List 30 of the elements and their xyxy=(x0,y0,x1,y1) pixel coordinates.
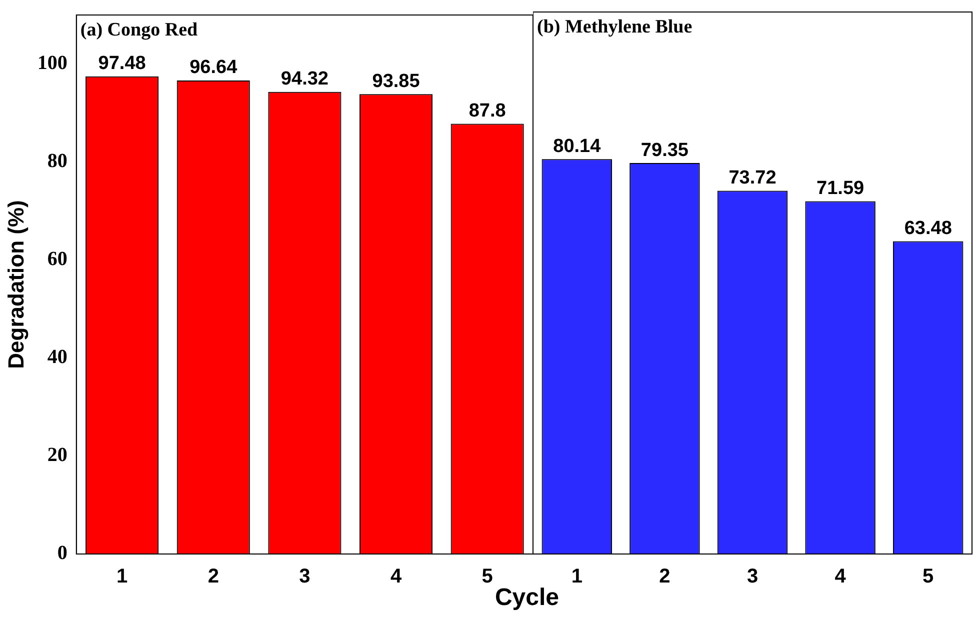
x-tick-label: 5 xyxy=(922,566,934,588)
y-tick-label: 20 xyxy=(47,444,68,466)
y-tick-label: 100 xyxy=(37,52,68,74)
x-tick-label: 1 xyxy=(116,566,128,588)
x-tick-label: 2 xyxy=(659,566,670,588)
x-tick-label: 2 xyxy=(208,566,219,588)
y-tick-label: 40 xyxy=(47,346,68,368)
data-label: 63.48 xyxy=(904,218,952,239)
y-tick-label: 0 xyxy=(57,542,68,564)
y-axis-title: Degradation (%) xyxy=(3,200,28,369)
data-label: 94.32 xyxy=(280,68,328,90)
x-tick-label: 3 xyxy=(299,566,310,588)
x-tick-label: 4 xyxy=(834,566,847,588)
y-tick-label: 80 xyxy=(47,150,68,172)
data-label: 71.59 xyxy=(816,178,864,199)
x-tick-label: 3 xyxy=(746,566,758,588)
x-axis-title: Cycle xyxy=(494,584,560,611)
data-label: 96.64 xyxy=(190,57,238,78)
x-tick-label: 4 xyxy=(390,566,402,588)
data-label: 87.8 xyxy=(468,100,506,122)
data-label: 79.35 xyxy=(640,140,689,161)
x-tick-label: 5 xyxy=(482,566,493,588)
chart-title: (a) Congo Red xyxy=(80,19,198,40)
data-label: 80.14 xyxy=(553,136,602,157)
chart-title: (b) Methylene Blue xyxy=(537,16,692,38)
data-label: 93.85 xyxy=(372,70,420,92)
data-label: 97.48 xyxy=(98,53,146,74)
data-label: 73.72 xyxy=(728,167,776,188)
y-tick-label: 60 xyxy=(47,248,68,270)
x-tick-label: 1 xyxy=(571,566,582,588)
